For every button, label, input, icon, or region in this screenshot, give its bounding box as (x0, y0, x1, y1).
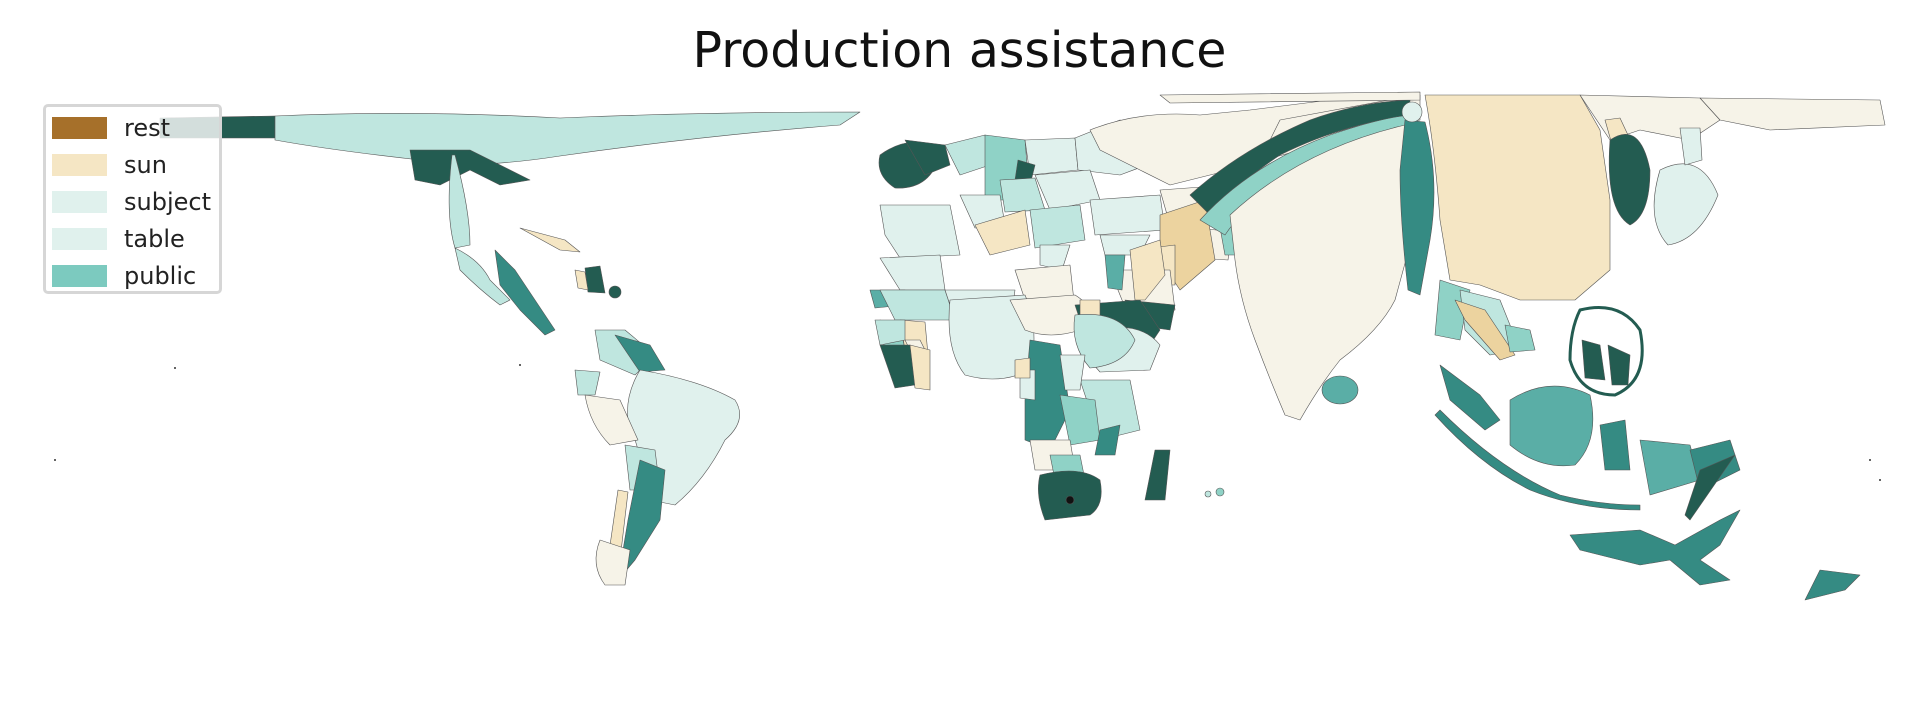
region-indonesia-east (1639, 439, 1701, 496)
region-mauritius (1215, 487, 1225, 497)
legend-swatch-sun (52, 154, 107, 176)
region-levant (1104, 254, 1126, 291)
region-cambodia (1504, 324, 1536, 353)
legend-label-rest: rest (124, 114, 171, 142)
legend-item-sun: sun (52, 150, 167, 180)
region-turkey (1089, 194, 1166, 236)
region-cameroon (1014, 357, 1031, 379)
region-kenya (1073, 314, 1136, 369)
region-reunion (1204, 490, 1212, 498)
legend-label-table: table (124, 225, 185, 253)
region-italy (974, 209, 1031, 256)
region-borneo (1509, 385, 1594, 467)
legend-swatch-table (52, 228, 107, 250)
region-mexico (454, 247, 511, 306)
region-java-chain (1434, 409, 1641, 511)
region-spain (879, 254, 946, 291)
region-china (1424, 94, 1611, 301)
region-bhutan (1401, 101, 1423, 123)
region-guinea (879, 344, 916, 389)
region-taiwan-hk (1679, 127, 1703, 166)
region-ivory (909, 344, 931, 391)
region-zambia (1059, 394, 1101, 446)
region-balkans (1029, 204, 1086, 249)
legend-swatch-subject (52, 191, 107, 213)
legend-item-public: public (52, 261, 196, 291)
region-canada (274, 111, 861, 165)
region-japan (1653, 163, 1719, 246)
region-cuba (519, 227, 581, 253)
region-uganda (1059, 354, 1086, 391)
region-lesotho (1065, 495, 1075, 505)
region-mozambique (1094, 424, 1121, 456)
legend-swatch-public (52, 265, 107, 287)
legend-label-sun: sun (124, 151, 167, 179)
region-south-africa (1038, 470, 1102, 521)
region-philippines-a (1581, 339, 1606, 381)
region-venezuela (614, 334, 666, 373)
region-philippines-b (1607, 344, 1631, 386)
region-ukraine (1034, 169, 1101, 211)
region-uk (904, 139, 951, 176)
region-japan-dark (1608, 134, 1651, 226)
region-central-america (494, 249, 556, 336)
region-laos-vietnam (1454, 299, 1516, 361)
region-algeria (879, 289, 956, 321)
legend-label-subject: subject (124, 188, 211, 216)
legend-swatch-rest (52, 117, 107, 139)
map-title: Production assistance (692, 22, 1227, 79)
legend-item-table: table (52, 224, 185, 254)
region-nepal-stripe (1399, 119, 1435, 296)
region-somalia (1129, 239, 1166, 301)
region-patagonia (595, 539, 631, 586)
region-philippines-ring (1568, 306, 1644, 397)
region-madagascar (1144, 449, 1171, 501)
region-puerto-rico (608, 285, 622, 299)
legend-label-public: public (124, 262, 197, 290)
region-new-zealand (1804, 569, 1861, 601)
region-malaysia (1439, 364, 1501, 431)
region-australia (1569, 509, 1741, 586)
legend-item-rest: rest (52, 113, 170, 143)
region-jamaica (574, 269, 589, 291)
region-peru (584, 394, 639, 446)
legend-item-subject: subject (52, 187, 211, 217)
region-ecuador (574, 369, 601, 396)
legend: rest sun subject table public (43, 104, 222, 294)
region-canada-arctic (409, 149, 531, 186)
region-india (1229, 124, 1411, 421)
region-sri-lanka (1321, 375, 1359, 405)
region-sulawesi (1599, 419, 1631, 471)
region-north-strip (1159, 91, 1421, 104)
region-norway (944, 134, 991, 176)
region-france (879, 204, 961, 259)
region-russia-far-east (1699, 97, 1886, 131)
region-timor (1684, 454, 1736, 521)
